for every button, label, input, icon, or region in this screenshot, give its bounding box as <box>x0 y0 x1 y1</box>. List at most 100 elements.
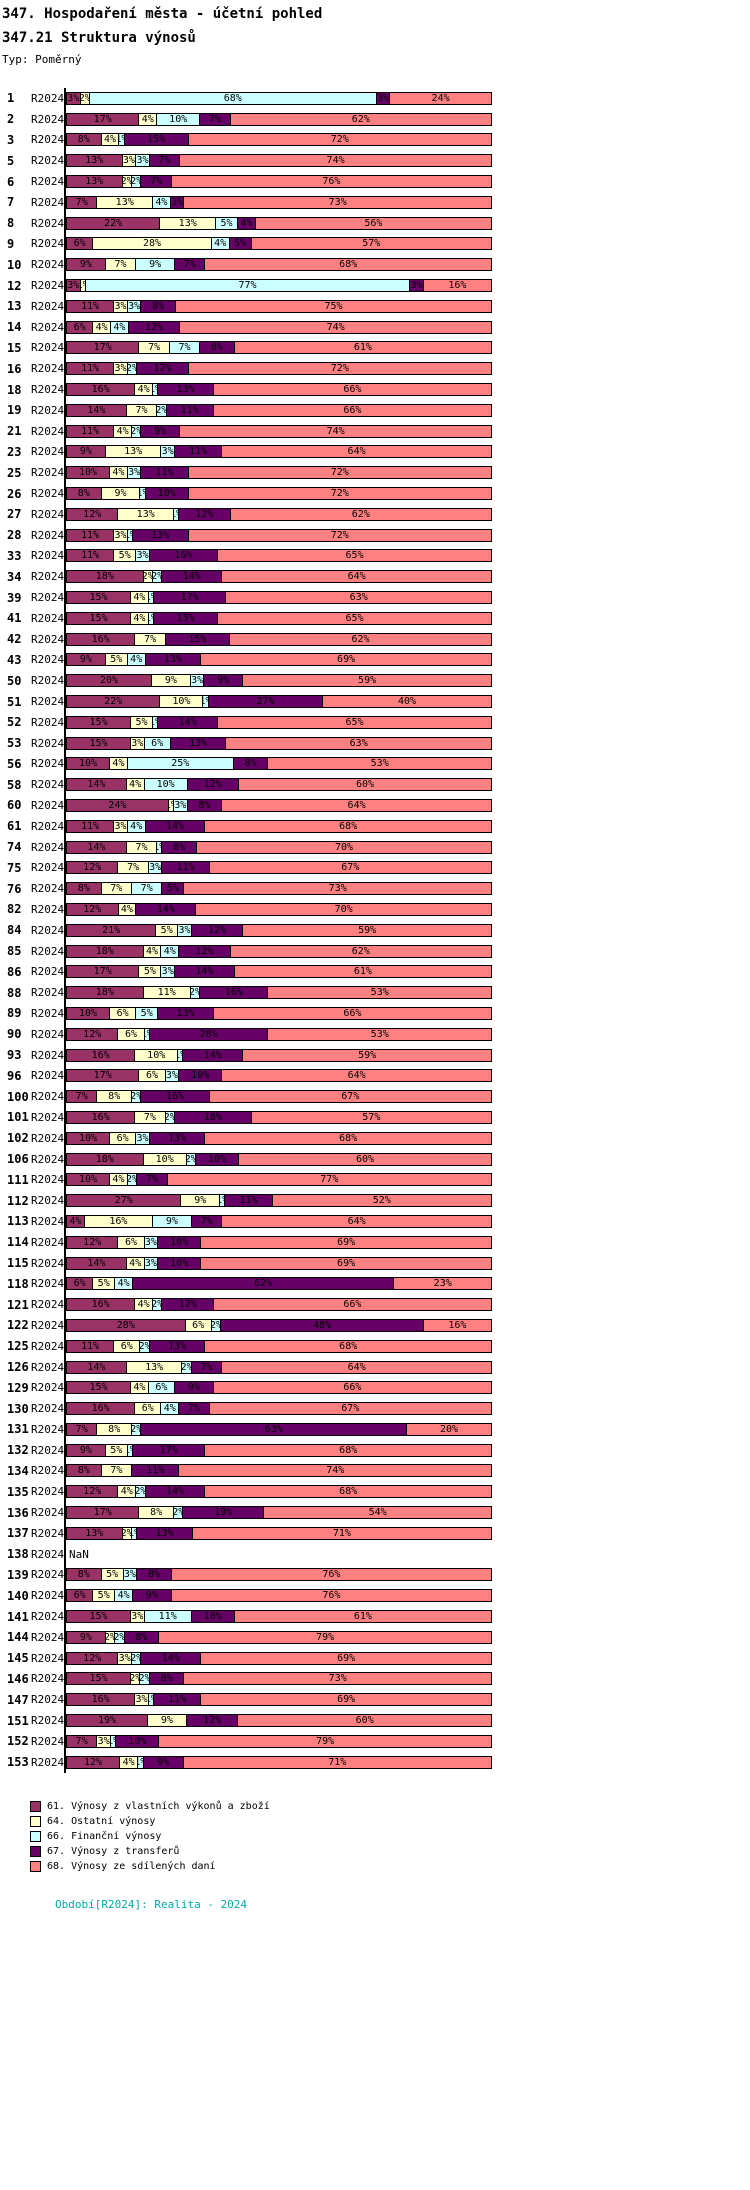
row-period-label: R2024 <box>31 1693 65 1707</box>
bar-segment-66: 77% <box>85 280 411 292</box>
bar-area: 6% 28% 4% 5% 57% <box>64 233 492 255</box>
row-period-label: R2024 <box>31 195 65 209</box>
bar-segment-64: 3% <box>114 820 128 832</box>
bar-segment-68: 70% <box>196 903 491 915</box>
segment-value-label: 69% <box>337 1257 356 1269</box>
segment-value-label: 71% <box>332 1527 351 1539</box>
row-period-label: R2024 <box>31 528 65 542</box>
segment-value-label: 6% <box>151 737 164 749</box>
row-id-label: 102 <box>7 1131 29 1146</box>
bar-segment-64: 2% <box>122 1527 132 1539</box>
bar-row: 130 R2024 16% 6% 4% 7% 67% <box>0 1398 750 1419</box>
stacked-bar: 10% 4% 25% 8% 53% <box>66 757 492 771</box>
segment-value-label: 6% <box>124 1236 138 1248</box>
bar-segment-67: 11% <box>225 1195 273 1207</box>
bar-segment-66: 1% <box>157 841 163 853</box>
segment-value-label: 3% <box>191 675 204 687</box>
bar-segment-64: 3% <box>118 1652 132 1664</box>
bar-row: 75 R2024 12% 7% 3% 11% 67% <box>0 857 750 879</box>
segment-value-label: 16% <box>224 987 243 999</box>
bar-segment-61: 16% <box>67 1403 136 1415</box>
segment-value-label: 2% <box>166 1112 174 1123</box>
segment-value-label: 9% <box>79 1631 92 1643</box>
bar-segment-66: 1% <box>178 1049 184 1061</box>
bar-segment-64: 4% <box>139 113 158 125</box>
segment-value-label: 10% <box>191 1070 210 1082</box>
bar-segment-61: 7% <box>67 196 98 208</box>
bar-segment-64: 3% <box>131 1611 145 1623</box>
bar-segment-61: 3% <box>67 92 81 104</box>
bar-segment-61: 8% <box>67 1465 102 1477</box>
segment-value-label: 2% <box>140 1341 148 1352</box>
bar-segment-68: 60% <box>239 1153 491 1165</box>
segment-value-label: 13% <box>176 384 195 396</box>
bar-segment-68: 76% <box>171 176 492 188</box>
bar-segment-61: 9% <box>67 1444 106 1456</box>
segment-value-label: 12% <box>83 862 102 874</box>
stacked-bar: 14% 13% 2% 7% 64% <box>66 1360 492 1374</box>
stacked-bar: 20% 9% 3% 9% 59% <box>66 674 492 688</box>
bar-segment-61: 16% <box>67 1049 136 1061</box>
bar-segment-67: 8% <box>149 1673 185 1685</box>
bar-segment-61: 10% <box>67 1007 110 1019</box>
segment-value-label: 6% <box>116 1007 129 1019</box>
bar-segment-64: 10% <box>160 696 204 707</box>
row-period-label: R2024 <box>31 1464 65 1478</box>
segment-value-label: 57% <box>362 1111 381 1123</box>
bar-area: 10% 4% 25% 8% 53% <box>64 753 492 775</box>
bar-segment-64: 4% <box>126 779 145 791</box>
segment-value-label: 1% <box>203 696 207 707</box>
segment-value-label: 14% <box>165 1486 185 1498</box>
segment-value-label: 10% <box>170 1236 189 1248</box>
bar-segment-64: 16% <box>84 1215 153 1227</box>
row-id-label: 101 <box>7 1110 29 1125</box>
bar-segment-66: 3% <box>136 155 150 167</box>
row-id-label: 34 <box>7 569 22 584</box>
segment-value-label: 5% <box>143 966 156 978</box>
segment-value-label: 1% <box>138 1757 142 1768</box>
bar-segment-67: 9% <box>133 1590 172 1602</box>
bar-segment-66: 2% <box>115 1631 125 1643</box>
segment-value-label: 4% <box>145 945 159 957</box>
stacked-bar: 18% 10% 2% 10% 60% <box>66 1152 492 1166</box>
bar-segment-67: 5% <box>162 883 185 895</box>
bar-segment-68: 79% <box>159 1735 491 1747</box>
bar-segment-68: 59% <box>243 675 491 687</box>
bar-segment-61: 18% <box>67 571 144 583</box>
segment-value-label: 13% <box>155 1527 174 1539</box>
bar-segment-61: 15% <box>67 592 131 604</box>
bar-segment-67: 12% <box>137 363 189 375</box>
bar-segment-68: 64% <box>222 571 491 583</box>
bar-segment-66: 1% <box>148 592 154 604</box>
bar-row: 89 R2024 10% 6% 5% 13% 66% <box>0 1003 750 1024</box>
bar-segment-61: 12% <box>67 903 119 915</box>
bar-area: 11% 6% 2% 13% 68% <box>64 1335 492 1357</box>
bar-segment-67: 10% <box>145 488 189 500</box>
segment-value-label: 9% <box>157 1756 170 1768</box>
bar-segment-61: 11% <box>67 820 115 832</box>
stacked-bar: 13% 3% 3% 7% 74% <box>66 154 492 168</box>
bar-segment-68: 20% <box>407 1423 491 1435</box>
segment-value-label: 69% <box>337 1236 356 1248</box>
bar-segment-67: 13% <box>133 529 189 541</box>
bar-segment-61: 21% <box>67 924 157 936</box>
segment-value-label: 6% <box>73 238 86 250</box>
segment-value-label: 3% <box>128 467 141 479</box>
stacked-bar-chart: 1R20243%2%68%3%24%2R202417%4%10%7%62%3R2… <box>0 88 750 1773</box>
bar-segment-67: 14% <box>183 1049 244 1061</box>
row-id-label: 90 <box>7 1027 22 1042</box>
bar-row: 2 R2024 17% 4% 10% 7% 62% <box>0 108 750 130</box>
row-period-label: R2024 <box>31 1110 65 1124</box>
bar-segment-66: 2% <box>136 1486 146 1498</box>
segment-value-label: 11% <box>168 1694 187 1706</box>
bar-segment-68: 72% <box>188 363 492 375</box>
bar-row: 58 R2024 14% 4% 10% 12% 60% <box>0 774 750 796</box>
segment-value-label: 2% <box>106 1632 114 1643</box>
bar-segment-64: 13% <box>126 1361 183 1373</box>
row-period-label: R2024 <box>31 840 65 854</box>
segment-value-label: 2% <box>128 1174 136 1185</box>
bar-segment-64: 8% <box>97 1423 132 1435</box>
